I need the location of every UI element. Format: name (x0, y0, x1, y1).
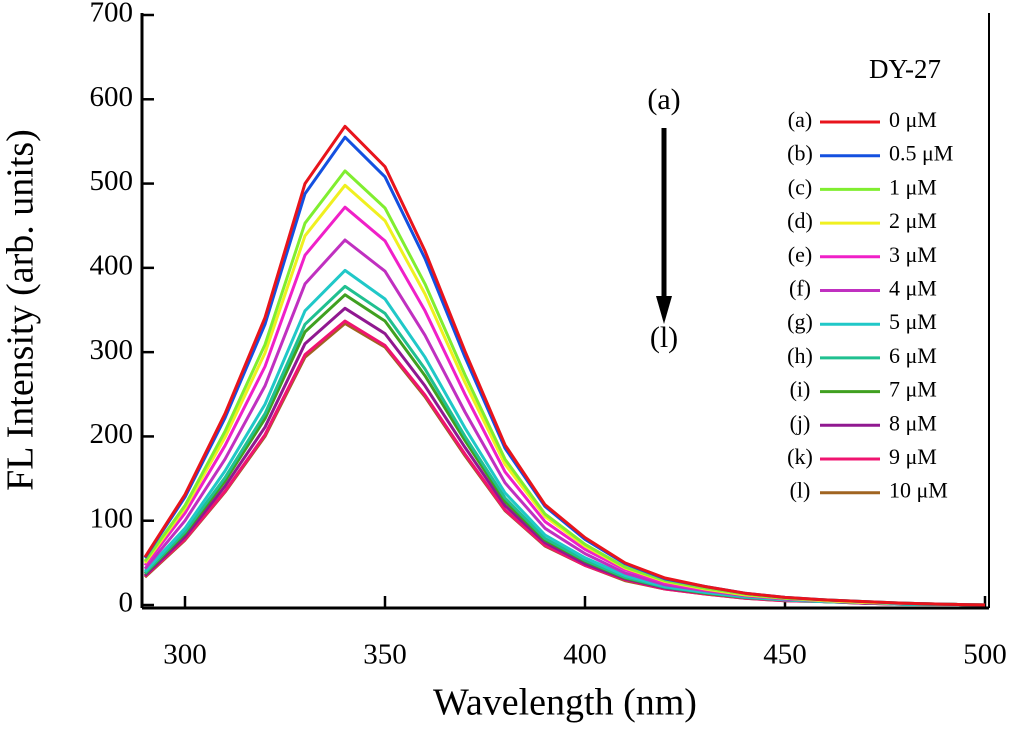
legend-letter: (e) (788, 242, 812, 267)
y-tick-label: 0 (119, 587, 134, 619)
y-tick-label: 600 (90, 81, 134, 113)
legend-letter: (a) (788, 107, 812, 132)
series-line (143, 293, 986, 607)
legend-label: 5 μM (889, 309, 937, 334)
series-line (143, 124, 986, 607)
y-tick-label: 400 (90, 250, 134, 282)
arrow-head (656, 296, 672, 324)
y-tick-label: 700 (90, 0, 134, 29)
legend-letter: (c) (788, 174, 812, 199)
x-tick-label: 400 (563, 639, 607, 671)
y-axis-title: FL Intensity (arb. units) (0, 129, 42, 491)
legend-letter: (j) (790, 410, 811, 435)
legend-label: 6 μM (889, 343, 937, 368)
legend-letter: (k) (787, 444, 813, 469)
legend-letter: (h) (787, 343, 813, 368)
legend-letter: (f) (789, 276, 811, 301)
legend-letter: (l) (790, 478, 811, 503)
legend-letter: (d) (787, 208, 813, 233)
x-axis-title: Wavelength (nm) (433, 682, 697, 724)
y-tick-label: 300 (90, 334, 134, 366)
legend-label: 3 μM (889, 242, 937, 267)
legend-title: DY-27 (869, 54, 941, 84)
legend-label: 10 μM (889, 478, 948, 503)
series-line (143, 319, 986, 607)
legend-label: 4 μM (889, 276, 937, 301)
legend-letter: (g) (787, 309, 813, 334)
legend-letter: (i) (790, 377, 811, 402)
y-tick-label: 200 (90, 418, 134, 450)
legend-label: 2 μM (889, 208, 937, 233)
y-tick-label: 100 (90, 502, 134, 534)
legend-letter: (b) (787, 141, 813, 166)
x-tick-label: 500 (963, 639, 1007, 671)
x-tick-label: 450 (763, 639, 807, 671)
legend-label: 0 μM (889, 107, 937, 132)
legend-label: 7 μM (889, 377, 937, 402)
y-tick-label: 500 (90, 165, 134, 197)
legend-label: 0.5 μM (889, 141, 953, 166)
legend-label: 8 μM (889, 410, 937, 435)
legend-label: 9 μM (889, 444, 937, 469)
annotation: (l) (650, 321, 678, 354)
series-line (143, 322, 986, 607)
legend-label: 1 μM (889, 174, 937, 199)
x-tick-label: 300 (163, 639, 207, 671)
x-tick-label: 350 (363, 639, 407, 671)
annotation: (a) (647, 83, 680, 116)
